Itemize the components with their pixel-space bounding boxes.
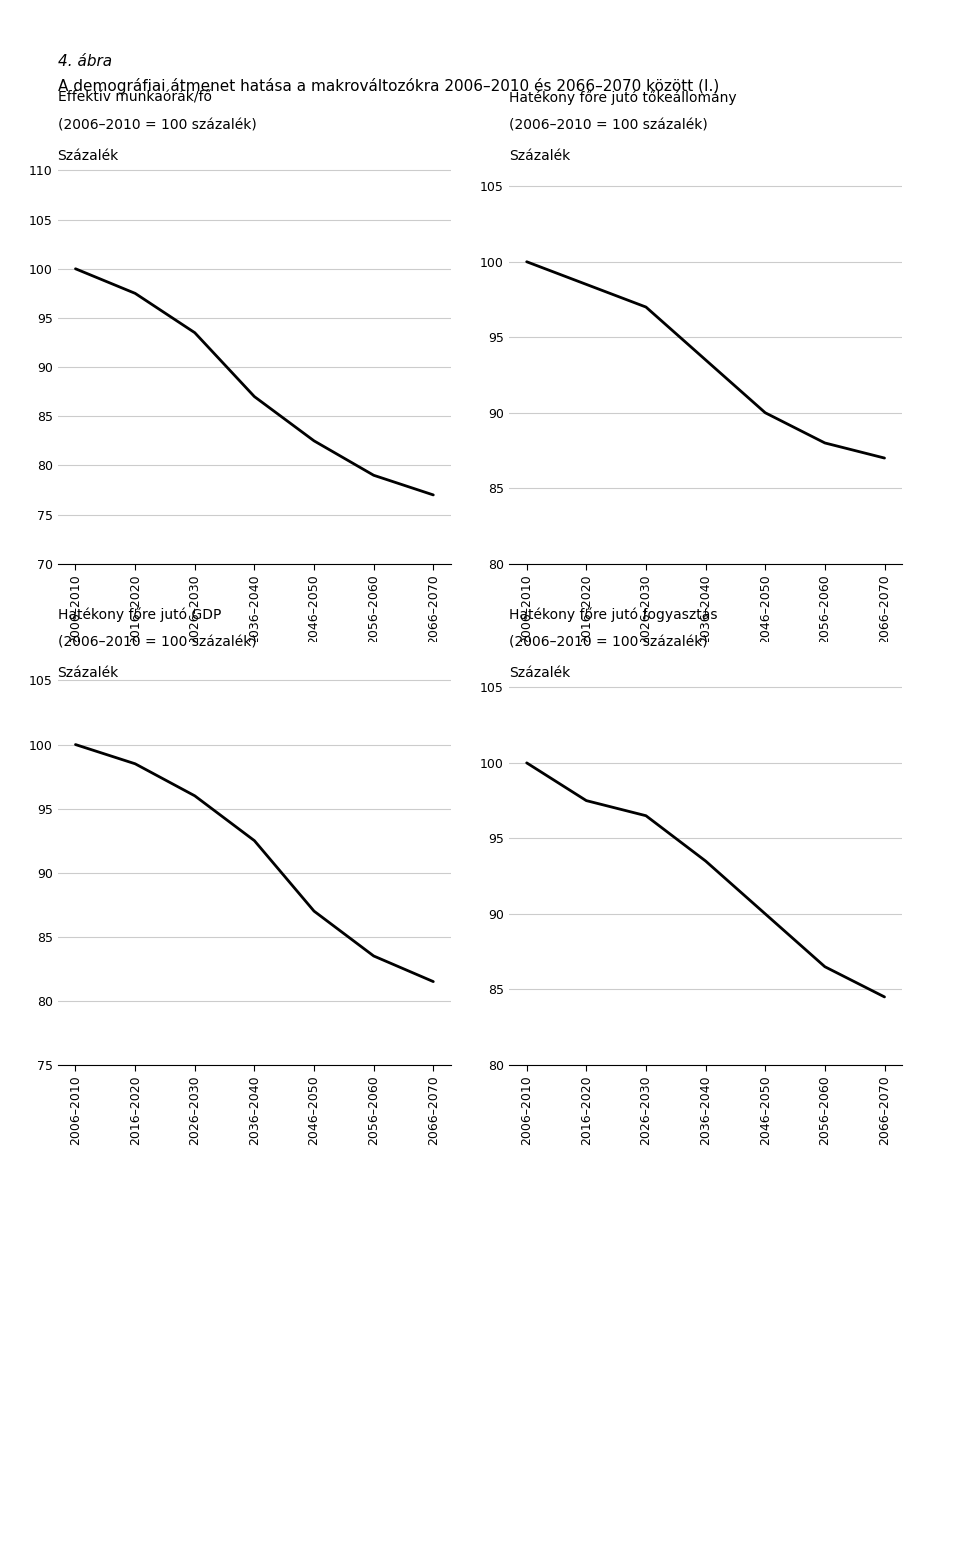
- Text: (2006–2010 = 100 százalék): (2006–2010 = 100 százalék): [509, 119, 708, 133]
- Text: Százalék: Százalék: [509, 666, 570, 680]
- Text: (2006–2010 = 100 százalék): (2006–2010 = 100 százalék): [58, 119, 256, 133]
- Text: Hatékony főre jutó fogyasztás: Hatékony főre jutó fogyasztás: [509, 606, 717, 622]
- Text: Hatékony főre jutó tőkeállomány: Hatékony főre jutó tőkeállomány: [509, 89, 736, 105]
- Text: (2006–2010 = 100 százalék): (2006–2010 = 100 százalék): [509, 636, 708, 650]
- Text: 4. ábra: 4. ábra: [58, 53, 111, 69]
- Text: A demográfiai átmenet hatása a makrováltozókra 2006–2010 és 2066–2070 között (I.: A demográfiai átmenet hatása a makrovált…: [58, 78, 719, 94]
- Text: Százalék: Százalék: [58, 149, 119, 163]
- Text: Százalék: Százalék: [509, 149, 570, 163]
- Text: Százalék: Százalék: [58, 666, 119, 680]
- Text: Effektív munkaórák/fő: Effektív munkaórák/fő: [58, 91, 211, 105]
- Text: (2006–2010 = 100 százalék): (2006–2010 = 100 százalék): [58, 636, 256, 650]
- Text: Hatékony főre jutó GDP: Hatékony főre jutó GDP: [58, 606, 221, 622]
